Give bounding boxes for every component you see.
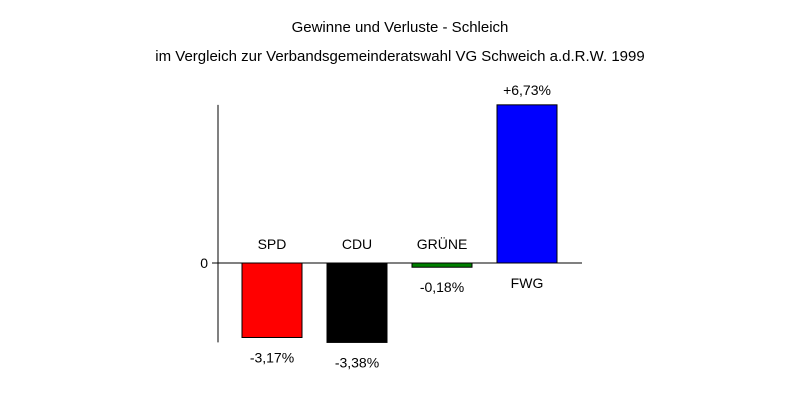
category-label: CDU (342, 236, 372, 252)
bar-grüne (411, 262, 473, 268)
value-label: -0,18% (420, 279, 464, 295)
category-label: GRÜNE (417, 235, 468, 252)
bar-spd (241, 262, 303, 338)
value-label: -3,17% (250, 349, 294, 365)
y-tick-label: 0 (200, 255, 208, 271)
value-label: -3,38% (335, 354, 379, 370)
chart-title: Gewinne und Verluste - Schleich (291, 19, 509, 36)
value-label: +6,73% (503, 82, 551, 98)
chart-subtitle: im Vergleich zur Verbandsgemeinderatswah… (155, 48, 645, 65)
bar-fwg (496, 104, 558, 264)
category-label: SPD (258, 236, 287, 252)
bar-cdu (326, 262, 388, 343)
category-label: FWG (511, 275, 544, 291)
